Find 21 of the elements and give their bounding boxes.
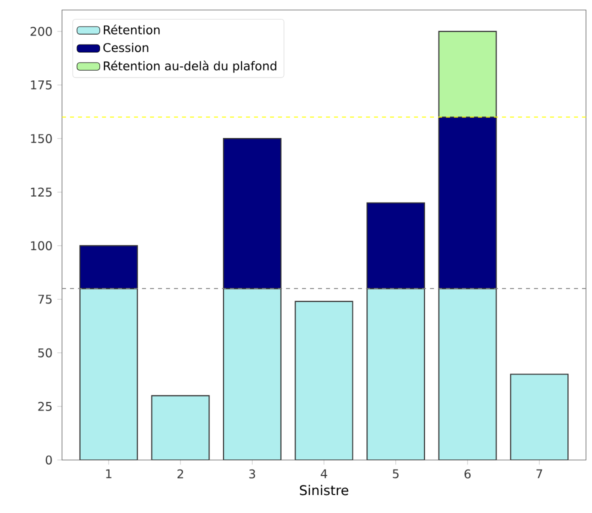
y-tick-label: 25	[38, 402, 52, 411]
x-tick-label: 6	[464, 469, 471, 478]
x-tick-label: 2	[178, 469, 184, 478]
y-tick-label: 200	[30, 26, 52, 36]
y-tick-label: 125	[31, 188, 52, 197]
x-tick-label: 7	[536, 469, 542, 478]
y-tick-label: 75	[38, 294, 52, 304]
y-tick-label: 100	[31, 241, 52, 250]
x-tick-label: 5	[392, 469, 399, 478]
x-axis-title: Sinistre	[300, 484, 348, 496]
x-tick-label: 1	[106, 469, 112, 478]
y-tick-label: 175	[31, 80, 52, 90]
bar	[510, 374, 569, 460]
x-tick-label: 4	[320, 469, 328, 478]
y-tick-label: 150	[31, 134, 52, 144]
x-tick-label: 3	[249, 469, 256, 478]
legend-label: Rétention	[104, 24, 160, 34]
legend-label: Cession	[103, 42, 148, 52]
legend-label: Rétention au-delà du plafond	[104, 60, 276, 73]
y-tick-label: 0	[46, 455, 52, 465]
y-tick-label: 50	[38, 348, 52, 358]
